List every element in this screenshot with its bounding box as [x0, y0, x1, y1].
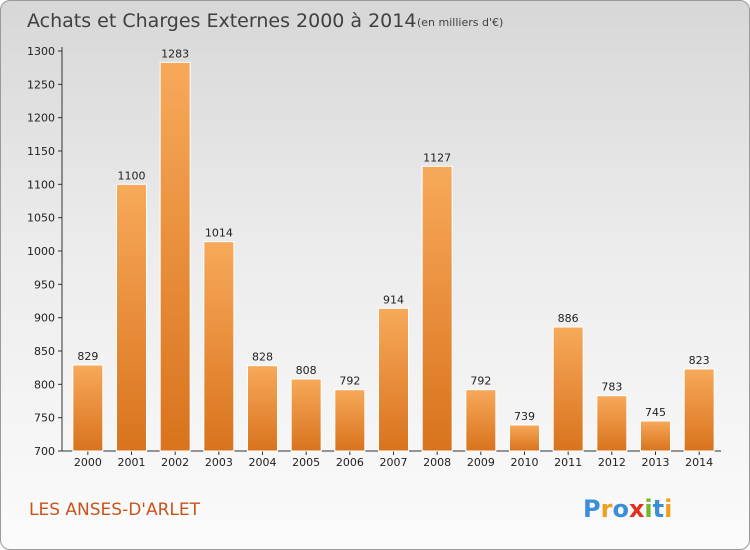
- x-tick-label: 2004: [249, 456, 277, 469]
- x-tick-label: 2009: [467, 456, 495, 469]
- y-tick-label: 1250: [27, 78, 55, 91]
- chart-title: Achats et Charges Externes 2000 à 2014: [27, 10, 416, 32]
- y-tick-label: 950: [34, 278, 55, 291]
- value-label-2010: 739: [514, 410, 535, 423]
- bar-2004: [247, 365, 278, 452]
- value-label-2002: 1283: [161, 47, 189, 60]
- value-label-2007: 914: [383, 293, 404, 306]
- bar-2014: [683, 368, 715, 452]
- logo-letter: i: [664, 495, 672, 523]
- y-tick-label: 800: [34, 378, 55, 391]
- x-tick-label: 2006: [336, 456, 364, 469]
- x-tick-label: 2005: [292, 456, 320, 469]
- logo-letter: t: [653, 495, 664, 523]
- bar-2005: [290, 378, 322, 452]
- logo-letter: i: [644, 495, 652, 523]
- value-label-2012: 783: [601, 381, 622, 394]
- x-tick-label: 2010: [511, 456, 539, 469]
- bar-2002: [159, 61, 191, 452]
- value-label-2009: 792: [470, 375, 491, 388]
- y-tick-label: 850: [34, 345, 55, 358]
- logo-letter: x: [629, 495, 645, 523]
- y-tick-label: 1150: [27, 145, 55, 158]
- x-tick-label: 2012: [598, 456, 626, 469]
- value-label-2008: 1127: [423, 151, 451, 164]
- value-label-2011: 886: [558, 312, 579, 325]
- x-tick-label: 2007: [380, 456, 408, 469]
- bar-2008: [421, 165, 453, 452]
- bar-2013: [640, 420, 671, 452]
- y-axis: 700 750 800 850 900 950 1000 1050 1100 1150 1200 12…: [27, 45, 63, 458]
- bar-2012: [596, 395, 628, 452]
- value-label-2005: 808: [296, 364, 317, 377]
- bar-2007: [378, 307, 409, 452]
- value-label-2013: 745: [645, 406, 666, 419]
- value-label-2001: 1100: [118, 169, 146, 182]
- logo-letter: P: [583, 495, 601, 523]
- x-tick-label: 2011: [554, 456, 582, 469]
- chart-subtitle: (en milliers d'€): [417, 16, 503, 29]
- y-tick-label: 1200: [27, 112, 55, 125]
- city-name: LES ANSES-D'ARLET: [29, 500, 201, 520]
- bar-2010: [509, 424, 540, 452]
- bar-2011: [552, 326, 584, 452]
- x-tick-label: 2000: [74, 456, 102, 469]
- value-label-2000: 829: [77, 350, 98, 363]
- logo-letter: r: [601, 495, 613, 523]
- bars-group: [72, 61, 715, 452]
- y-tick-label: 1000: [27, 245, 55, 258]
- proxiti-logo: Proxiti: [583, 495, 672, 523]
- y-tick-label: 1100: [27, 178, 55, 191]
- bar-2006: [334, 389, 366, 452]
- y-tick-label: 900: [34, 312, 55, 325]
- value-label-2006: 792: [339, 375, 360, 388]
- x-tick-label: 2003: [205, 456, 233, 469]
- x-tick-label: 2014: [685, 456, 713, 469]
- value-labels-group: 829 1100 1283 1014 828 808 792 914 1127 792 739 886…: [77, 47, 709, 423]
- x-tick-label: 2002: [161, 456, 189, 469]
- y-tick-label: 750: [34, 412, 55, 425]
- y-tick-label: 700: [34, 445, 55, 458]
- bar-2009: [465, 389, 497, 452]
- logo-letter: o: [612, 495, 629, 523]
- x-axis: 2000 2001 2002 2003 2004 2005 2006 2007 2008 2009…: [62, 450, 721, 469]
- value-label-2014: 823: [689, 354, 710, 367]
- bar-2000: [72, 364, 104, 452]
- value-label-2004: 828: [252, 351, 273, 364]
- x-tick-label: 2013: [642, 456, 670, 469]
- bar-2003: [203, 241, 235, 452]
- x-tick-label: 2008: [423, 456, 451, 469]
- x-tick-label: 2001: [118, 456, 146, 469]
- value-label-2003: 1014: [205, 227, 233, 240]
- y-tick-label: 1300: [27, 45, 55, 58]
- bar-2001: [116, 183, 147, 452]
- y-tick-label: 1050: [27, 212, 55, 225]
